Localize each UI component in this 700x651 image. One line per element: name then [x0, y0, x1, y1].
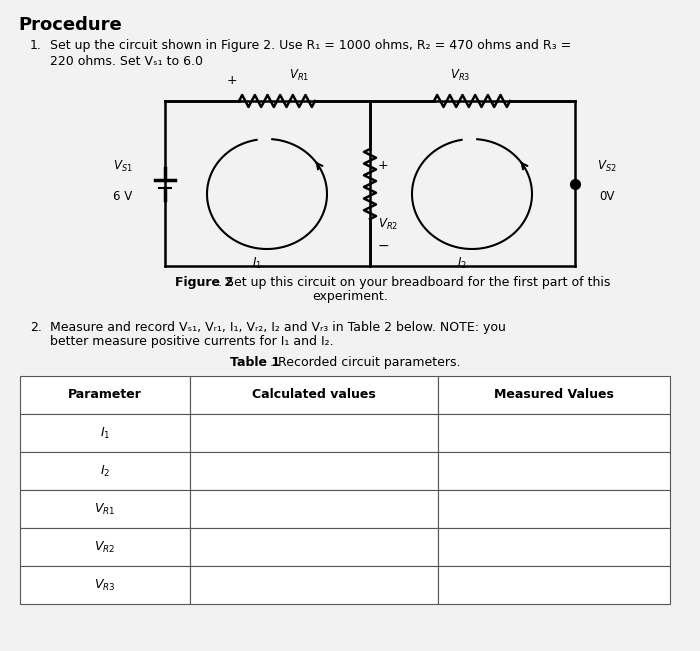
- Text: +: +: [227, 74, 237, 87]
- Text: $V_{R3}$: $V_{R3}$: [94, 577, 116, 592]
- Text: . Recorded circuit parameters.: . Recorded circuit parameters.: [270, 356, 461, 369]
- Text: $I_1$: $I_1$: [100, 426, 110, 441]
- Text: $I_2$: $I_2$: [457, 256, 467, 271]
- Text: $V_{R1}$: $V_{R1}$: [94, 501, 116, 516]
- Text: $V_{S1}$: $V_{S1}$: [113, 159, 133, 174]
- Bar: [190, 528, 438, 566]
- Bar: [190, 490, 438, 528]
- Bar: [20, 490, 190, 528]
- Bar: [190, 414, 438, 452]
- Text: Procedure: Procedure: [18, 16, 122, 34]
- Bar: [190, 566, 438, 604]
- Text: Measure and record Vₛ₁, Vᵣ₁, I₁, Vᵣ₂, I₂ and Vᵣ₃ in Table 2 below. NOTE: you: Measure and record Vₛ₁, Vᵣ₁, I₁, Vᵣ₂, I₂…: [50, 321, 506, 334]
- Text: $V_{R2}$: $V_{R2}$: [94, 540, 116, 555]
- Bar: [20, 528, 190, 566]
- Text: 6 V: 6 V: [113, 190, 132, 203]
- Text: $V_{R1}$: $V_{R1}$: [289, 68, 309, 83]
- Text: experiment.: experiment.: [312, 290, 388, 303]
- Text: Calculated values: Calculated values: [252, 389, 376, 402]
- Bar: [438, 452, 670, 490]
- Bar: [438, 414, 670, 452]
- Bar: [438, 528, 670, 566]
- Bar: [20, 414, 190, 452]
- Text: +: +: [378, 159, 388, 172]
- Text: 2.: 2.: [30, 321, 42, 334]
- Text: Set up the circuit shown in Figure 2. Use R₁ = 1000 ohms, R₂ = 470 ohms and R₃ =: Set up the circuit shown in Figure 2. Us…: [50, 39, 571, 52]
- Bar: [20, 376, 190, 414]
- Text: Figure 2: Figure 2: [175, 276, 233, 289]
- Bar: [20, 566, 190, 604]
- Text: 0V: 0V: [599, 190, 615, 203]
- Text: Table 1: Table 1: [230, 356, 280, 369]
- Text: 220 ohms. Set Vₛ₁ to 6.0: 220 ohms. Set Vₛ₁ to 6.0: [50, 55, 203, 68]
- Text: Measured Values: Measured Values: [494, 389, 614, 402]
- Bar: [438, 376, 670, 414]
- Text: $V_{R3}$: $V_{R3}$: [450, 68, 470, 83]
- Text: better measure positive currents for I₁ and I₂.: better measure positive currents for I₁ …: [50, 335, 334, 348]
- Text: $V_{S2}$: $V_{S2}$: [597, 159, 617, 174]
- Bar: [20, 452, 190, 490]
- Bar: [438, 566, 670, 604]
- Bar: [438, 490, 670, 528]
- Text: Parameter: Parameter: [68, 389, 142, 402]
- Text: $I_1$: $I_1$: [252, 256, 262, 271]
- Text: $I_2$: $I_2$: [100, 464, 110, 478]
- Text: −: −: [378, 239, 390, 253]
- Text: 1.: 1.: [30, 39, 42, 52]
- Bar: [190, 376, 438, 414]
- Text: $V_{R2}$: $V_{R2}$: [378, 216, 398, 232]
- Bar: [190, 452, 438, 490]
- Text: . Set up this circuit on your breadboard for the first part of this: . Set up this circuit on your breadboard…: [218, 276, 610, 289]
